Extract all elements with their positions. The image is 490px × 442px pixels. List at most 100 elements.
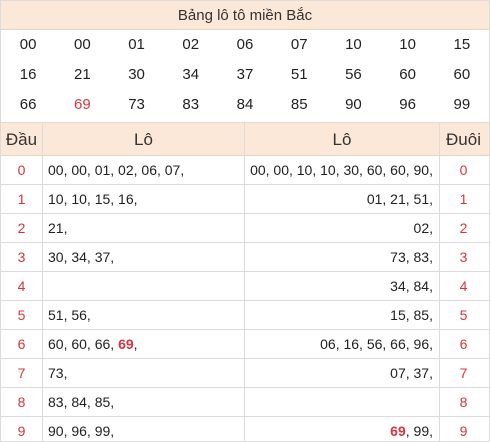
- dau-digit: 2: [1, 214, 43, 242]
- header-duoi: Đuôi: [446, 130, 481, 149]
- lo-text: , 99,: [405, 423, 433, 439]
- number-cell: 02: [182, 36, 200, 53]
- lo-left-cell: 83, 84, 85,: [43, 388, 245, 416]
- duoi-digit: 5: [459, 307, 468, 323]
- lo-left-cell: 90, 96, 99,: [43, 417, 245, 442]
- duoi-digit: 2: [459, 220, 468, 236]
- number-cell: 06: [236, 36, 254, 53]
- lo-text: 83, 84, 85,: [48, 394, 115, 410]
- lo-left-cell: 73,: [43, 359, 245, 387]
- number-cell: 21: [73, 66, 91, 83]
- number-cell: 69: [73, 96, 91, 113]
- number-cell: 37: [236, 66, 254, 83]
- number-cell: 60: [399, 66, 416, 83]
- lo-text: 30, 34, 37,: [48, 249, 115, 265]
- lo-right-cell: 00, 00, 10, 10, 30, 60, 60, 90,: [245, 156, 440, 184]
- numbers-row: 16 21 30 34 37 51 56 60 60: [1, 60, 489, 90]
- duoi-digit: 3: [459, 249, 468, 265]
- grid-row: 4 34, 84, 4: [1, 272, 489, 301]
- duoi-digit: 0: [459, 162, 468, 178]
- lo-text: 15, 85,: [390, 307, 433, 323]
- lo-right-cell: 34, 84,: [245, 272, 440, 300]
- lo-left-cell: 00, 00, 01, 02, 06, 07,: [43, 156, 245, 184]
- lo-left-cell: 30, 34, 37,: [43, 243, 245, 271]
- highlighted-number: 69: [118, 336, 134, 352]
- number-cell: 90: [345, 96, 362, 113]
- number-cell: 84: [236, 96, 254, 113]
- number-cell: 34: [182, 66, 200, 83]
- head-tail-grid: Đầu Lô Lô Đuôi 0 00, 00, 01, 02, 06, 07, 0…: [1, 122, 489, 442]
- duoi-digit: 1: [459, 191, 468, 207]
- lo-text: ,: [133, 336, 138, 352]
- number-cell: 00: [73, 36, 91, 53]
- lo-text: 21,: [48, 220, 68, 236]
- header-lo-right: Lô: [245, 123, 440, 155]
- duoi-digit: 4: [459, 278, 468, 294]
- grid-header-row: Đầu Lô Lô Đuôi: [1, 123, 489, 156]
- lo-text: 10, 10, 15, 16,: [48, 191, 138, 207]
- dau-digit: 9: [1, 417, 43, 442]
- lo-left-cell: 10, 10, 15, 16,: [43, 185, 245, 213]
- lo-left-cell: 21,: [43, 214, 245, 242]
- lo-right-cell: 69, 99,: [245, 417, 440, 442]
- lo-right-cell: 73, 83,: [245, 243, 440, 271]
- dau-digit: 6: [1, 330, 43, 358]
- lo-text: 02,: [413, 220, 433, 236]
- lo-text: 06, 16, 56, 66, 96,: [320, 336, 433, 352]
- grid-row: 5 51, 56, 15, 85, 5: [1, 301, 489, 330]
- numbers-grid: 00 00 01 02 06 07 10 10 15 16 21 30 34 37 51 56 60 60 66 69…: [1, 30, 489, 120]
- number-cell: 30: [128, 66, 145, 83]
- number-cell: 60: [453, 66, 471, 83]
- lo-text: 00, 00, 10, 10, 30, 60, 60, 90,: [250, 162, 433, 178]
- number-cell: 99: [453, 96, 471, 113]
- dau-digit: 8: [1, 388, 43, 416]
- dau-digit: 4: [1, 272, 43, 300]
- number-cell: 83: [182, 96, 200, 113]
- header-lo-left: Lô: [43, 123, 245, 155]
- grid-row: 6 60, 60, 66, 69, 06, 16, 56, 66, 96, 6: [1, 330, 489, 359]
- lo-left-cell: 60, 60, 66, 69,: [43, 330, 245, 358]
- grid-row: 9 90, 96, 99, 69, 99, 9: [1, 417, 489, 442]
- grid-row: 7 73, 07, 37, 7: [1, 359, 489, 388]
- lo-text: 90, 96, 99,: [48, 423, 115, 439]
- number-cell: 96: [399, 96, 416, 113]
- dau-digit: 7: [1, 359, 43, 387]
- grid-row: 0 00, 00, 01, 02, 06, 07, 00, 00, 10, 10, …: [1, 156, 489, 185]
- lo-text: 73, 83,: [390, 249, 433, 265]
- grid-row: 8 83, 84, 85, 8: [1, 388, 489, 417]
- lo-text: 51, 56,: [48, 307, 91, 323]
- grid-row: 2 21, 02, 2: [1, 214, 489, 243]
- duoi-digit: 9: [459, 423, 468, 439]
- numbers-row: 00 00 01 02 06 07 10 10 15: [1, 30, 489, 60]
- dau-digit: 1: [1, 185, 43, 213]
- lo-text: 01, 21, 51,: [366, 191, 433, 207]
- lo-text: 73,: [48, 365, 68, 381]
- lo-right-cell: 02,: [245, 214, 440, 242]
- number-cell: 16: [19, 66, 37, 83]
- header-dau: Đầu: [1, 123, 43, 155]
- lo-right-cell: 07, 37,: [245, 359, 440, 387]
- number-cell: 10: [345, 36, 362, 53]
- grid-row: 3 30, 34, 37, 73, 83, 3: [1, 243, 489, 272]
- number-cell: 66: [19, 96, 37, 113]
- lo-right-cell: [245, 388, 440, 416]
- number-cell: 56: [345, 66, 362, 83]
- lo-right-cell: 15, 85,: [245, 301, 440, 329]
- lo-right-cell: 01, 21, 51,: [245, 185, 440, 213]
- duoi-digit: 8: [459, 394, 468, 410]
- lo-text: 00, 00, 01, 02, 06, 07,: [48, 162, 185, 178]
- number-cell: 85: [290, 96, 308, 113]
- duoi-digit: 6: [459, 336, 468, 352]
- table-title: Bảng lô tô miền Bắc: [1, 1, 489, 30]
- number-cell: 73: [128, 96, 145, 113]
- number-cell: 10: [399, 36, 416, 53]
- lo-text: 07, 37,: [390, 365, 433, 381]
- dau-digit: 3: [1, 243, 43, 271]
- lo-text: 60, 60, 66,: [48, 336, 119, 352]
- number-cell: 15: [453, 36, 471, 53]
- lo-text: 34, 84,: [390, 278, 433, 294]
- lo-left-cell: [43, 272, 245, 300]
- number-cell: 07: [290, 36, 308, 53]
- number-cell: 51: [290, 66, 308, 83]
